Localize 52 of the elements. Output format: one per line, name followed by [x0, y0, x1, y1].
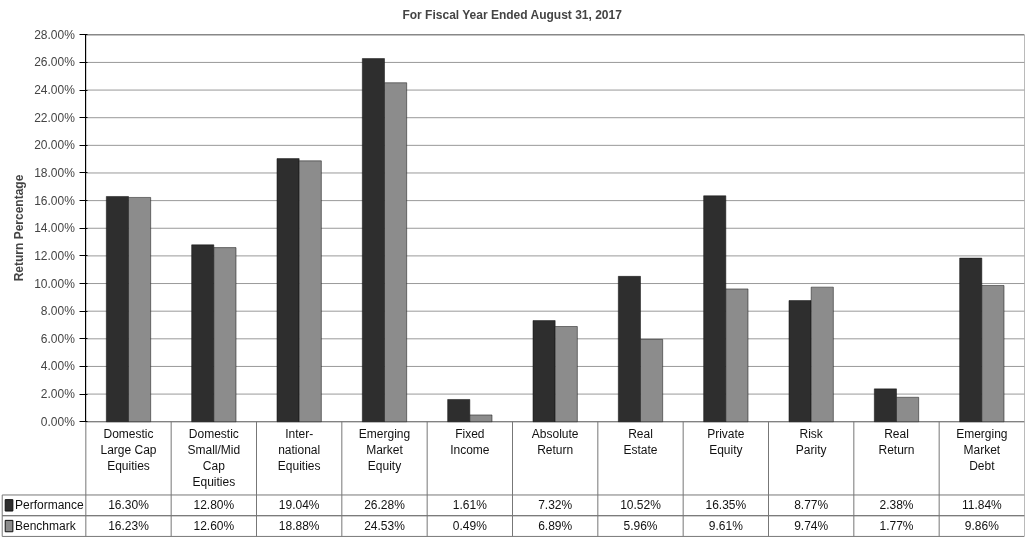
data-label: 11.84%	[961, 498, 1003, 513]
data-label: 16.30%	[108, 498, 150, 513]
x-tick-label: Domestic Large Cap Equities	[100, 426, 157, 473]
y-tick-label: 0.00%	[40, 414, 76, 429]
y-tick-label: 14.00%	[34, 221, 76, 236]
x-tick-label: Real Estate	[623, 426, 658, 457]
y-axis-title: Return Percentage	[11, 174, 26, 282]
data-label: 16.35%	[705, 498, 747, 513]
y-tick-label: 20.00%	[34, 138, 76, 153]
y-tick-label: 10.00%	[34, 276, 76, 291]
y-tick-label: 18.00%	[34, 165, 76, 180]
y-tick-label: 28.00%	[34, 27, 76, 42]
y-tick-label: 6.00%	[40, 331, 76, 346]
data-label: 26.28%	[364, 498, 406, 513]
y-tick-label: 26.00%	[34, 55, 76, 70]
x-tick-label: Risk Parity	[795, 426, 827, 457]
y-tick-label: 16.00%	[34, 193, 76, 208]
data-label: 19.04%	[278, 498, 320, 513]
data-label: 1.61%	[452, 498, 488, 513]
x-tick-label: Inter-national Equities	[277, 426, 321, 473]
data-label: 10.52%	[620, 498, 662, 513]
x-tick-label: Emerging Market Equity	[358, 426, 411, 473]
y-tick-label: 4.00%	[40, 359, 76, 374]
y-tick-label: 12.00%	[34, 248, 76, 263]
y-tick-label: 2.00%	[40, 387, 76, 402]
data-label: 12.60%	[193, 519, 235, 534]
chart-title: For Fiscal Year Ended August 31, 2017	[402, 7, 623, 22]
data-label: 12.80%	[193, 498, 235, 513]
y-tick-label: 8.00%	[40, 304, 76, 319]
x-tick-label: Domestic Small/Mid Cap Equities	[187, 426, 241, 489]
x-tick-label: Fixed Income	[450, 426, 490, 457]
y-tick-label: 22.00%	[34, 110, 76, 125]
data-label: 9.74%	[794, 519, 829, 534]
data-label: 5.96%	[623, 519, 658, 534]
data-label: 9.61%	[708, 519, 744, 534]
data-label: 6.89%	[538, 519, 573, 534]
data-label: 2.38%	[879, 498, 914, 513]
y-tick-label: 24.00%	[34, 83, 76, 98]
data-label: 16.23%	[108, 519, 150, 534]
legend-label: Performance	[15, 498, 85, 513]
data-label: 24.53%	[364, 519, 406, 534]
data-label: 1.77%	[879, 519, 914, 534]
legend-label: Benchmark	[15, 519, 77, 534]
data-label: 8.77%	[794, 498, 829, 513]
data-label: 9.86%	[964, 519, 1000, 534]
data-label: 18.88%	[278, 519, 320, 534]
x-tick-label: Absolute Return	[531, 426, 579, 457]
data-label: 0.49%	[452, 519, 488, 534]
data-label: 7.32%	[538, 498, 573, 513]
x-tick-label: Emerging Market Debt	[956, 426, 1008, 473]
x-tick-label: Real Return	[878, 426, 915, 457]
x-tick-label: Private Equity	[707, 426, 745, 457]
